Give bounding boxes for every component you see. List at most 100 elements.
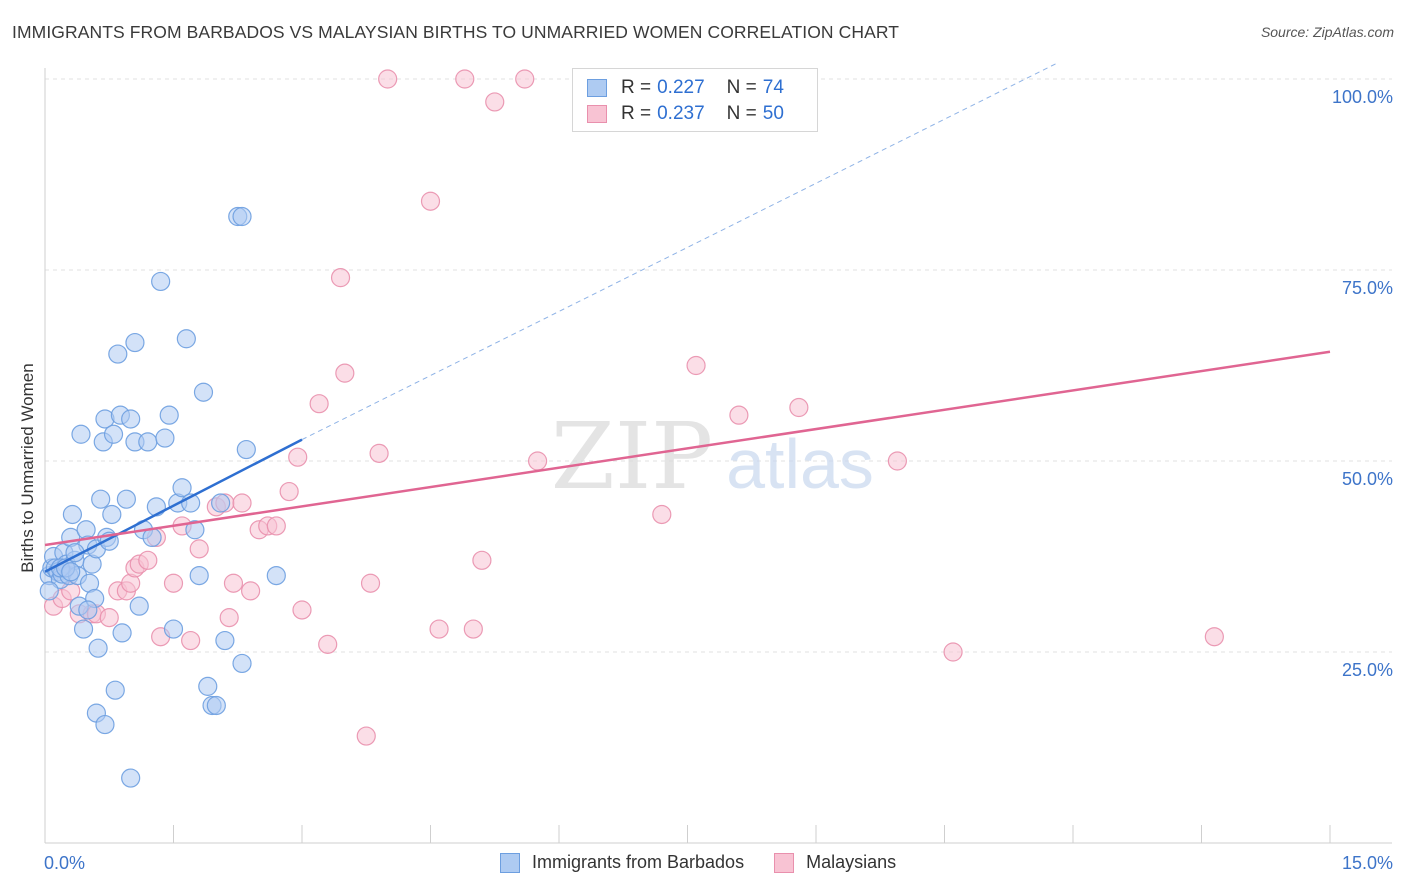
point-malaysians [420, 191, 441, 211]
point-barbados [91, 489, 111, 509]
point-malaysians [729, 405, 749, 425]
gridlines [45, 78, 1392, 653]
point-malaysians [527, 451, 548, 471]
point-malaysians [472, 550, 492, 570]
x-tick-label-min: 0.0% [44, 853, 85, 873]
legend-r-value: 0.237 [657, 103, 705, 124]
point-malaysians [356, 726, 376, 746]
point-malaysians [99, 608, 119, 628]
point-malaysians [266, 516, 286, 536]
correlation-legend: R = 0.227 N = 74 R = 0.237 N = 50 [572, 68, 818, 132]
point-barbados [121, 768, 141, 788]
point-barbados [95, 714, 115, 735]
point-malaysians [686, 355, 706, 376]
point-barbados [112, 623, 132, 643]
legend-label-barbados: Immigrants from Barbados [532, 852, 745, 872]
legend-n-label: N = [726, 103, 757, 124]
legend-n-value: 50 [762, 103, 784, 124]
y-tick-label: 25.0% [1342, 660, 1393, 680]
point-barbados [193, 382, 214, 402]
point-barbados [155, 428, 175, 448]
point-malaysians [163, 573, 184, 593]
point-barbados [151, 271, 171, 292]
y-tick-label: 50.0% [1342, 469, 1393, 489]
axes [44, 68, 1392, 844]
point-barbados [198, 676, 218, 696]
legend-row-barbados: R = 0.227 N = 74 [587, 77, 784, 99]
point-malaysians [455, 69, 475, 89]
point-barbados [236, 439, 256, 460]
point-malaysians [241, 581, 261, 601]
point-barbados [138, 432, 158, 452]
trend-lines [44, 63, 1331, 573]
chart-title: IMMIGRANTS FROM BARBADOS VS MALAYSIAN BI… [12, 22, 900, 42]
point-malaysians [943, 642, 963, 662]
point-malaysians [335, 363, 355, 383]
point-barbados [125, 332, 145, 353]
point-malaysians [181, 630, 201, 651]
point-barbados [61, 562, 81, 582]
point-malaysians [318, 634, 338, 654]
point-malaysians [292, 600, 312, 620]
watermark-atlas: atlas [726, 425, 874, 503]
point-barbados [211, 493, 231, 513]
legend-row-malaysians: R = 0.237 N = 50 [587, 103, 784, 125]
legend-r-label: R = [621, 103, 652, 124]
point-barbados [232, 206, 252, 227]
legend-r-label: R = [621, 77, 652, 98]
point-barbados [121, 409, 141, 429]
point-malaysians [887, 451, 907, 471]
point-malaysians [652, 504, 672, 525]
point-barbados [73, 619, 94, 639]
point-barbados [71, 424, 91, 444]
point-barbados [103, 424, 124, 444]
legend-label-malaysians: Malaysians [806, 852, 897, 872]
point-barbados [88, 638, 108, 658]
point-barbados [108, 344, 128, 364]
point-barbados [102, 504, 122, 525]
point-barbados [232, 653, 252, 674]
point-malaysians [360, 573, 381, 593]
legend-item-malaysians[interactable]: Malaysians [774, 852, 896, 873]
point-malaysians [189, 539, 209, 559]
point-barbados [129, 596, 149, 616]
trend-barbados [44, 438, 303, 573]
legend-item-barbados[interactable]: Immigrants from Barbados [500, 852, 744, 873]
point-malaysians [485, 92, 505, 112]
legend-n-value: 74 [762, 77, 784, 98]
point-barbados [163, 619, 184, 639]
legend-swatch-barbados [587, 79, 607, 97]
point-barbados [189, 565, 209, 586]
point-malaysians [463, 619, 483, 639]
x-tick-label-max: 15.0% [1342, 853, 1393, 873]
point-malaysians [279, 481, 299, 502]
point-barbados [116, 489, 136, 509]
point-malaysians [515, 69, 535, 89]
point-barbados [159, 405, 179, 425]
tick-labels: 25.0% 50.0% 75.0% 100.0% 0.0% 15.0% [44, 87, 1393, 873]
point-barbados [62, 504, 83, 525]
point-malaysians [138, 550, 158, 570]
point-malaysians [378, 69, 398, 89]
legend-n-label: N = [726, 77, 757, 98]
point-malaysians [288, 447, 308, 467]
point-barbados [172, 478, 192, 498]
legend-r-value: 0.227 [657, 77, 705, 98]
point-barbados [185, 520, 205, 540]
point-barbados [176, 329, 196, 349]
point-malaysians [219, 608, 239, 628]
source-label: Source: ZipAtlas.com [1260, 24, 1394, 40]
y-tick-label: 100.0% [1332, 87, 1393, 107]
point-barbados [105, 680, 125, 700]
y-axis-title: Births to Unmarried Women [18, 363, 37, 573]
point-barbados [78, 600, 98, 620]
point-malaysians [789, 397, 809, 418]
legend-swatch-malaysians [774, 852, 795, 873]
point-malaysians [223, 573, 244, 593]
y-tick-label: 75.0% [1342, 278, 1393, 298]
series-legend: Immigrants from Barbados Malaysians [500, 852, 926, 873]
point-barbados [266, 565, 286, 586]
point-barbados [206, 695, 226, 716]
point-malaysians [429, 619, 449, 639]
